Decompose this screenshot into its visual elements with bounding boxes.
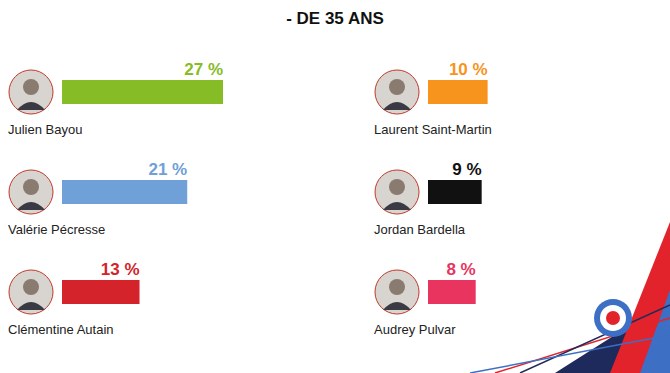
photo bbox=[375, 70, 419, 114]
photo-body bbox=[383, 202, 411, 210]
category-label: Laurent Saint-Martin bbox=[374, 122, 492, 137]
photo-body bbox=[17, 102, 45, 110]
data-label: 13 % bbox=[101, 260, 140, 279]
category-label: Julien Bayou bbox=[8, 122, 82, 137]
photo-head bbox=[23, 179, 39, 195]
photo-head bbox=[389, 279, 405, 295]
data-label: 27 % bbox=[184, 60, 223, 79]
photo bbox=[9, 270, 53, 314]
bar bbox=[428, 180, 482, 204]
deco-line bbox=[470, 335, 670, 373]
roundel bbox=[606, 311, 620, 325]
data-label: 8 % bbox=[446, 260, 475, 279]
photo-body bbox=[383, 302, 411, 310]
photo bbox=[9, 70, 53, 114]
category-label: Clémentine Autain bbox=[8, 322, 114, 337]
deco-line bbox=[495, 318, 670, 373]
category-label: Jordan Bardella bbox=[374, 222, 466, 237]
photos bbox=[9, 70, 419, 314]
bars bbox=[62, 80, 488, 304]
photo bbox=[375, 270, 419, 314]
photo-head bbox=[389, 79, 405, 95]
roundel bbox=[594, 299, 632, 337]
photo-head bbox=[389, 179, 405, 195]
bar bbox=[62, 80, 223, 104]
photo-head bbox=[23, 279, 39, 295]
photo bbox=[375, 170, 419, 214]
deco-blue bbox=[640, 290, 670, 373]
decoration bbox=[470, 222, 670, 373]
chart: - DE 35 ANS 27 % 21 % 13 % 10 % 9 % 8 % Julien … bbox=[0, 0, 670, 373]
labels: 27 % 21 % 13 % 10 % 9 % 8 % Julien Bayou Valéri… bbox=[8, 60, 492, 337]
photo-body bbox=[383, 102, 411, 110]
photo-body bbox=[17, 202, 45, 210]
data-label: 9 % bbox=[452, 160, 481, 179]
bar bbox=[428, 80, 488, 104]
photo-head bbox=[23, 79, 39, 95]
photo bbox=[9, 170, 53, 214]
category-label: Valérie Pécresse bbox=[8, 222, 105, 237]
data-label: 10 % bbox=[449, 60, 488, 79]
title: - DE 35 ANS bbox=[286, 9, 384, 28]
bar bbox=[428, 280, 476, 304]
deco-red bbox=[610, 222, 670, 373]
data-label: 21 % bbox=[148, 160, 187, 179]
roundel bbox=[600, 305, 626, 331]
category-label: Audrey Pulvar bbox=[374, 322, 456, 337]
bar bbox=[62, 180, 187, 204]
photo-body bbox=[17, 302, 45, 310]
bar bbox=[62, 280, 140, 304]
